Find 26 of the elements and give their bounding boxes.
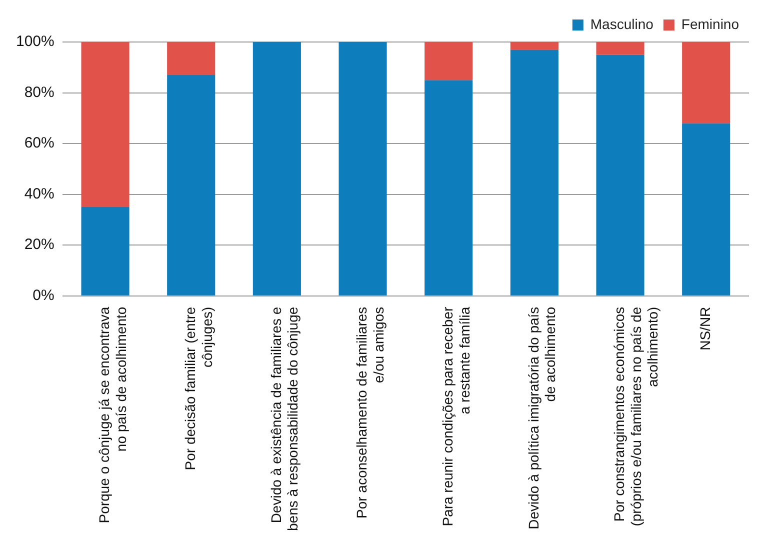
- bar: [81, 206, 130, 296]
- bar: [510, 50, 558, 296]
- bar: [167, 42, 216, 75]
- x-tick-label: NS/NR: [696, 306, 713, 350]
- bar: [338, 42, 387, 296]
- bar: [510, 42, 558, 50]
- legend-label: Feminino: [681, 16, 740, 32]
- x-tick-label: Por decisão familiar (entre cônjuges): [182, 306, 215, 470]
- y-tick-label: 80%: [24, 84, 54, 101]
- bar: [682, 123, 730, 296]
- y-tick-label: 20%: [24, 236, 54, 254]
- bar: [167, 75, 216, 296]
- bar: [682, 42, 730, 124]
- bar: [252, 42, 301, 296]
- bar: [596, 54, 644, 296]
- bar: [596, 42, 644, 55]
- y-tick-label: 0%: [32, 286, 54, 304]
- bar: [424, 42, 473, 80]
- bar: [81, 42, 130, 207]
- legend-label: Masculino: [590, 16, 654, 32]
- y-tick-label: 60%: [24, 134, 54, 152]
- y-tick-label: 100%: [16, 33, 54, 50]
- x-tick-label: Por constrangimentos económicos (próprios e/ou familiares no país de acolhimento): [611, 306, 661, 526]
- bar: [424, 80, 473, 296]
- y-tick-label: 40%: [24, 185, 54, 202]
- x-tick-label: Porque o cônjuge já se encontrava no país de acolhimento: [96, 306, 129, 524]
